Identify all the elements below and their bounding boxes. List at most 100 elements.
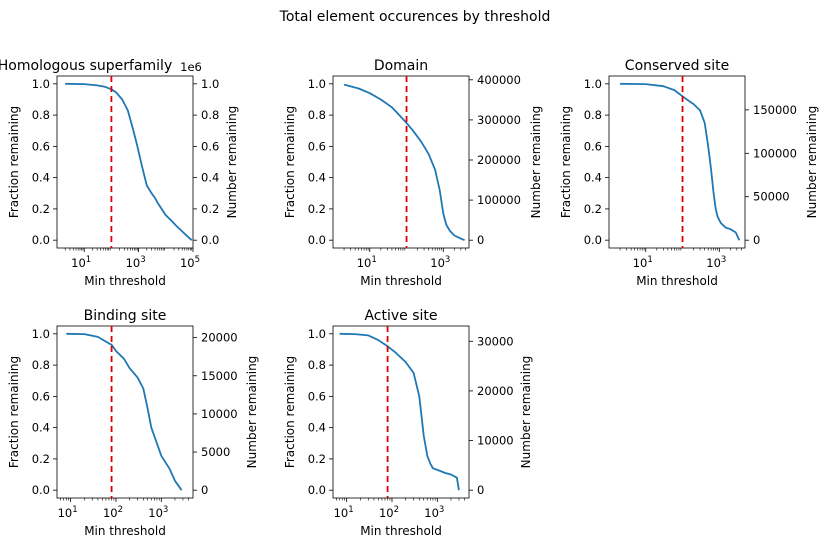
y2-axis-label: Number remaining (529, 106, 543, 219)
x-axis-label: Min threshold (84, 274, 166, 288)
subplot-title: Domain (374, 58, 428, 74)
y-tick-label: 0.6 (308, 139, 326, 153)
y-tick-label: 1.0 (308, 77, 326, 91)
series-line (343, 83, 465, 242)
x-tick-label: 103 (424, 505, 444, 520)
x-tick-label: 101 (334, 505, 354, 520)
y-tick-label: 0.6 (32, 139, 50, 153)
y-tick-label: 1.0 (32, 327, 50, 341)
y-tick-label: 0.2 (584, 202, 602, 216)
series-line (65, 82, 193, 241)
series-line (620, 82, 741, 241)
y-tick-label: 1.0 (584, 77, 602, 91)
y-tick-label: 0.2 (32, 202, 50, 216)
y2-tick-label: 100000 (753, 146, 797, 160)
axes-frame (608, 75, 746, 249)
y2-axis-label: Number remaining (245, 356, 259, 469)
x-tick-label: 105 (180, 255, 200, 270)
y2-tick-label: 400000 (477, 73, 521, 87)
subplot-title: Homologous superfamily (0, 58, 172, 74)
y2-tick-label: 0.0 (201, 233, 219, 247)
y-tick-label: 0.8 (32, 358, 50, 372)
y-tick-label: 0.0 (32, 233, 50, 247)
y-tick-label: 0.4 (308, 171, 326, 185)
y-axis-label: Fraction remaining (559, 106, 573, 218)
y-axis-label: Fraction remaining (283, 356, 297, 468)
x-tick-label: 101 (58, 505, 78, 520)
y2-tick-label: 0.6 (201, 139, 219, 153)
y2-tick-label: 100000 (477, 193, 521, 207)
subplot-title: Binding site (84, 308, 167, 324)
y-tick-label: 0.0 (308, 483, 326, 497)
x-tick-label: 101 (71, 255, 91, 270)
axes-frame (332, 75, 470, 249)
y-tick-label: 0.8 (32, 108, 50, 122)
subplot-2: Domain 101 103 0.0 0.2 0.4 0.6 0.8 1.0 0 100000 200… (283, 58, 543, 288)
y2-tick-label: 300000 (477, 113, 521, 127)
subplot-3: Conserved site 101 103 0.0 0.2 0.4 0.6 0.8 1.0 0 5… (559, 58, 819, 288)
axes-frame (332, 325, 470, 499)
y2-tick-label: 50000 (753, 190, 790, 204)
y-tick-label: 0.8 (584, 108, 602, 122)
x-tick-label: 102 (103, 505, 123, 520)
y-tick-label: 0.2 (32, 452, 50, 466)
x-tick-label: 101 (357, 255, 377, 270)
y-tick-label: 0.2 (308, 452, 326, 466)
x-axis-label: Min threshold (360, 274, 442, 288)
x-tick-label: 103 (706, 255, 726, 270)
axes-frame (56, 75, 194, 249)
y2-tick-label: 15000 (201, 369, 238, 383)
x-tick-label: 103 (126, 255, 146, 270)
y-tick-label: 0.6 (308, 389, 326, 403)
y-tick-label: 0.2 (308, 202, 326, 216)
y-tick-label: 0.4 (308, 421, 326, 435)
y-tick-label: 0.8 (308, 358, 326, 372)
y2-tick-label: 150000 (753, 103, 797, 117)
y2-tick-label: 10000 (477, 434, 514, 448)
x-tick-label: 101 (633, 255, 653, 270)
y-tick-label: 0.6 (32, 389, 50, 403)
figure-title: Total element occurences by threshold (279, 9, 551, 25)
y-axis-label: Fraction remaining (7, 356, 21, 468)
series-line (339, 332, 460, 491)
y2-tick-label: 1.0 (201, 77, 219, 91)
y2-tick-label: 5000 (201, 445, 230, 459)
axes-frame (56, 325, 194, 499)
y-tick-label: 1.0 (308, 327, 326, 341)
y2-tick-label: 0 (201, 483, 208, 497)
y2-tick-label: 0 (477, 233, 484, 247)
x-axis-label: Min threshold (84, 524, 166, 538)
y2-tick-label: 10000 (201, 407, 238, 421)
y-tick-label: 0.4 (32, 171, 50, 185)
y-tick-label: 0.0 (308, 233, 326, 247)
y-axis-label: Fraction remaining (283, 106, 297, 218)
subplot-title: Conserved site (625, 58, 729, 74)
y-tick-label: 0.6 (584, 139, 602, 153)
series-line (66, 332, 183, 491)
y2-axis-label: Number remaining (805, 106, 819, 219)
y2-offset-label: 1e6 (180, 60, 202, 74)
y-tick-label: 0.4 (584, 171, 602, 185)
subplot-5: Active site 101 102 103 0.0 0.2 0.4 0.6 0.8 1.0 0 1… (283, 308, 533, 538)
y-tick-label: 0.4 (32, 421, 50, 435)
x-tick-label: 102 (379, 505, 399, 520)
y2-axis-label: Number remaining (519, 356, 533, 469)
y2-tick-label: 0 (477, 483, 484, 497)
subplot-title: Active site (364, 308, 437, 324)
y-axis-label: Fraction remaining (7, 106, 21, 218)
y2-tick-label: 20000 (477, 384, 514, 398)
y2-tick-label: 200000 (477, 153, 521, 167)
y2-axis-label: Number remaining (225, 106, 239, 219)
y-tick-label: 0.0 (584, 233, 602, 247)
y2-tick-label: 20000 (201, 331, 238, 345)
subplot-4: Binding site 101 102 103 0.0 0.2 0.4 0.6 0.8 1.0 0… (7, 308, 259, 538)
y2-tick-label: 0.4 (201, 171, 219, 185)
y2-tick-label: 0.8 (201, 108, 219, 122)
y-tick-label: 0.8 (308, 108, 326, 122)
x-axis-label: Min threshold (360, 524, 442, 538)
x-tick-label: 103 (148, 505, 168, 520)
y-tick-label: 1.0 (32, 77, 50, 91)
y2-tick-label: 0.2 (201, 202, 219, 216)
